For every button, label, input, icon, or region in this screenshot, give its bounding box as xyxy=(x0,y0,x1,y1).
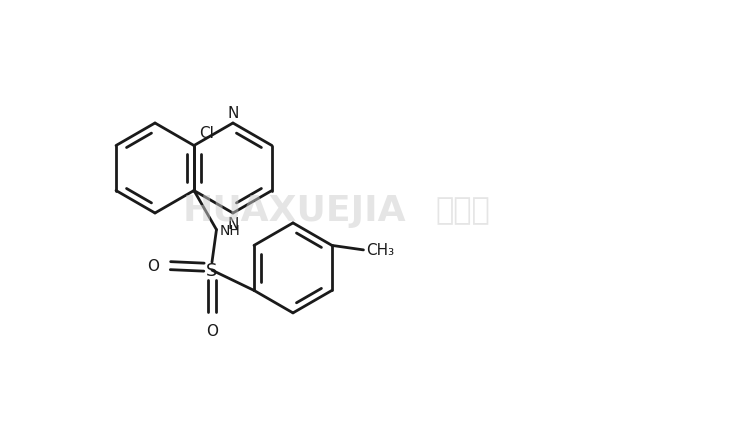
Text: S: S xyxy=(207,261,218,279)
Text: 化学加: 化学加 xyxy=(436,196,490,225)
Text: O: O xyxy=(206,323,218,338)
Text: N: N xyxy=(227,106,239,121)
Text: Cl: Cl xyxy=(199,126,214,141)
Text: N: N xyxy=(227,216,239,231)
Text: NH: NH xyxy=(220,223,240,237)
Text: O: O xyxy=(148,258,159,273)
Text: HUAXUEJIA: HUAXUEJIA xyxy=(182,193,406,227)
Text: CH₃: CH₃ xyxy=(367,243,395,258)
